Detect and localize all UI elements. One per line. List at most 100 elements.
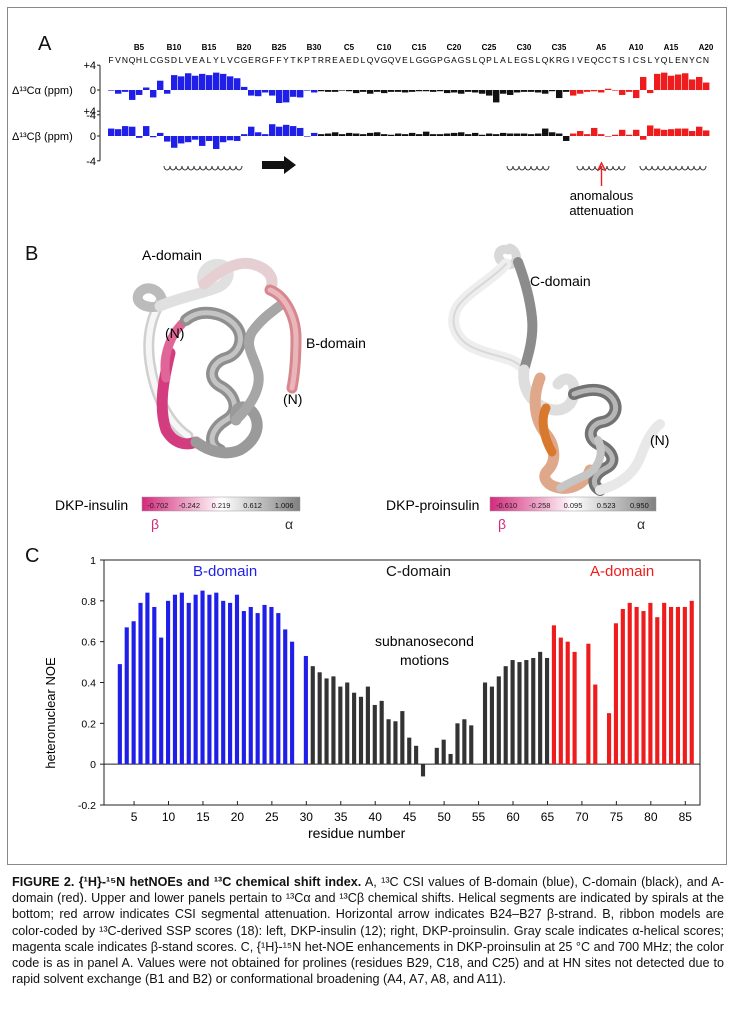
csi-beta-bar	[136, 136, 143, 138]
sequence-letter: E	[248, 55, 254, 65]
csi-beta-bar	[269, 124, 276, 136]
csi-alpha-bar	[402, 90, 409, 93]
csi-block-label: C30	[517, 43, 532, 52]
n-terminus-label-1: (N)	[165, 325, 184, 341]
csi-alpha-bar	[374, 90, 381, 92]
c-domain-label: C-domain	[530, 273, 591, 289]
csi-block-label: B30	[307, 43, 322, 52]
csi-alpha-bar	[584, 90, 591, 92]
csi-beta-bar	[248, 126, 255, 136]
sequence-letter: G	[262, 55, 269, 65]
sequence-letter: G	[423, 55, 430, 65]
hetnoe-bar	[551, 625, 556, 765]
csi-alpha-bar	[493, 90, 500, 103]
sequence-letter: Y	[283, 55, 289, 65]
sequence-letter: D	[353, 55, 359, 65]
csi-beta-bar	[696, 126, 703, 136]
csi-alpha-bar	[556, 90, 563, 99]
csi-beta-bar	[339, 134, 346, 136]
csi-alpha-bar	[416, 90, 423, 92]
csi-block-label: C25	[482, 43, 497, 52]
csi-alpha-bar	[444, 90, 451, 94]
csi-alpha-bar	[633, 90, 640, 99]
csi-alpha-bar	[255, 90, 262, 97]
figure-caption: FIGURE 2. {¹H}-¹⁵N hetNOEs and ¹³C chemi…	[12, 874, 724, 987]
hetnoe-bar	[152, 606, 157, 765]
csi-alpha-bar	[227, 76, 234, 90]
csi-beta-bar	[612, 134, 619, 136]
sequence-letter: C	[234, 55, 240, 65]
panel-c-hetnoe-chart: -0.200.20.40.60.815 10 15 20 25 30 35 40 45 50 55 6…	[43, 555, 701, 841]
hetnoe-bar	[117, 664, 122, 765]
hetnoe-bar	[228, 602, 233, 765]
csi-beta-bar	[640, 136, 647, 140]
hetnoe-bar	[303, 655, 308, 765]
csi-beta-bar	[654, 128, 661, 136]
csi-beta-bar	[122, 126, 129, 136]
sequence-letter: V	[374, 55, 380, 65]
csi-beta-bar	[353, 133, 360, 136]
csi-alpha-bar	[647, 90, 654, 94]
hetnoe-bar	[503, 666, 508, 765]
hetnoe-bar	[655, 617, 660, 765]
csi-beta-bar	[682, 128, 689, 136]
c-x-tick-label: 15	[196, 810, 210, 824]
hetnoe-bar	[641, 611, 646, 765]
csi-alpha-bar	[241, 86, 248, 90]
csi-alpha-bar	[192, 75, 199, 90]
sequence-letter: K	[297, 55, 303, 65]
csi-alpha-bar	[563, 90, 570, 92]
figure-frame	[7, 7, 727, 865]
panel-a-csi-chart: B5 B10 B15 B20 B25 B30 C5 C10 C15 C20 C25 C30 C35 A5 A…	[12, 43, 714, 218]
sequence-letter: G	[381, 55, 388, 65]
sequence-letter: Q	[542, 55, 549, 65]
csi-alpha-bar	[332, 90, 339, 92]
csi-alpha-bar	[626, 90, 633, 92]
sequence-letter: N	[122, 55, 128, 65]
scale-value: -0.258	[529, 501, 550, 510]
hetnoe-bar	[558, 637, 563, 765]
csi-alpha-bar	[500, 90, 507, 94]
csi-y-tick-label: +4	[83, 106, 96, 118]
csi-alpha-bar	[297, 90, 304, 98]
csi-beta-bar	[157, 132, 164, 136]
sequence-letter: G	[458, 55, 465, 65]
csi-beta-bar	[325, 133, 332, 136]
csi-beta-bar	[549, 132, 556, 136]
sequence-letter: F	[269, 55, 274, 65]
hetnoe-bar	[365, 686, 370, 765]
attenuation-label: attenuation	[569, 203, 633, 218]
csi-alpha-bar	[234, 78, 241, 90]
csi-alpha-bar	[157, 80, 164, 90]
hetnoe-bar	[276, 613, 281, 765]
dkp-proinsulin-ribbon	[448, 243, 665, 496]
sequence-letter: G	[241, 55, 248, 65]
csi-alpha-bar	[668, 75, 675, 90]
csi-alpha-bar	[682, 73, 689, 90]
hetnoe-bar	[317, 672, 322, 765]
csi-alpha-bar	[661, 72, 668, 90]
sequence-letter: P	[486, 55, 492, 65]
sequence-letter: R	[255, 55, 261, 65]
csi-alpha-bar	[220, 73, 227, 90]
sequence-letter: E	[332, 55, 338, 65]
hetnoe-bar	[420, 764, 426, 777]
c-x-tick-label: 75	[610, 810, 624, 824]
csi-alpha-bar	[136, 90, 143, 95]
hetnoe-bar	[407, 737, 412, 765]
sequence-letter: H	[136, 55, 142, 65]
csi-beta-bar	[535, 133, 542, 136]
sequence-letter: S	[640, 55, 646, 65]
hetnoe-bar	[510, 660, 515, 765]
sequence-letter: L	[508, 55, 513, 65]
csi-block-label: C35	[552, 43, 567, 52]
csi-beta-bar	[234, 136, 241, 141]
csi-alpha-bar	[325, 90, 332, 92]
csi-beta-bar	[150, 136, 157, 138]
c-x-tick-label: 20	[231, 810, 245, 824]
csi-y-tick-label: -4	[86, 110, 96, 122]
csi-alpha-bar	[290, 90, 297, 97]
csi-alpha-bar	[353, 90, 360, 94]
hetnoe-bar	[648, 602, 653, 765]
sequence-letter: S	[164, 55, 170, 65]
